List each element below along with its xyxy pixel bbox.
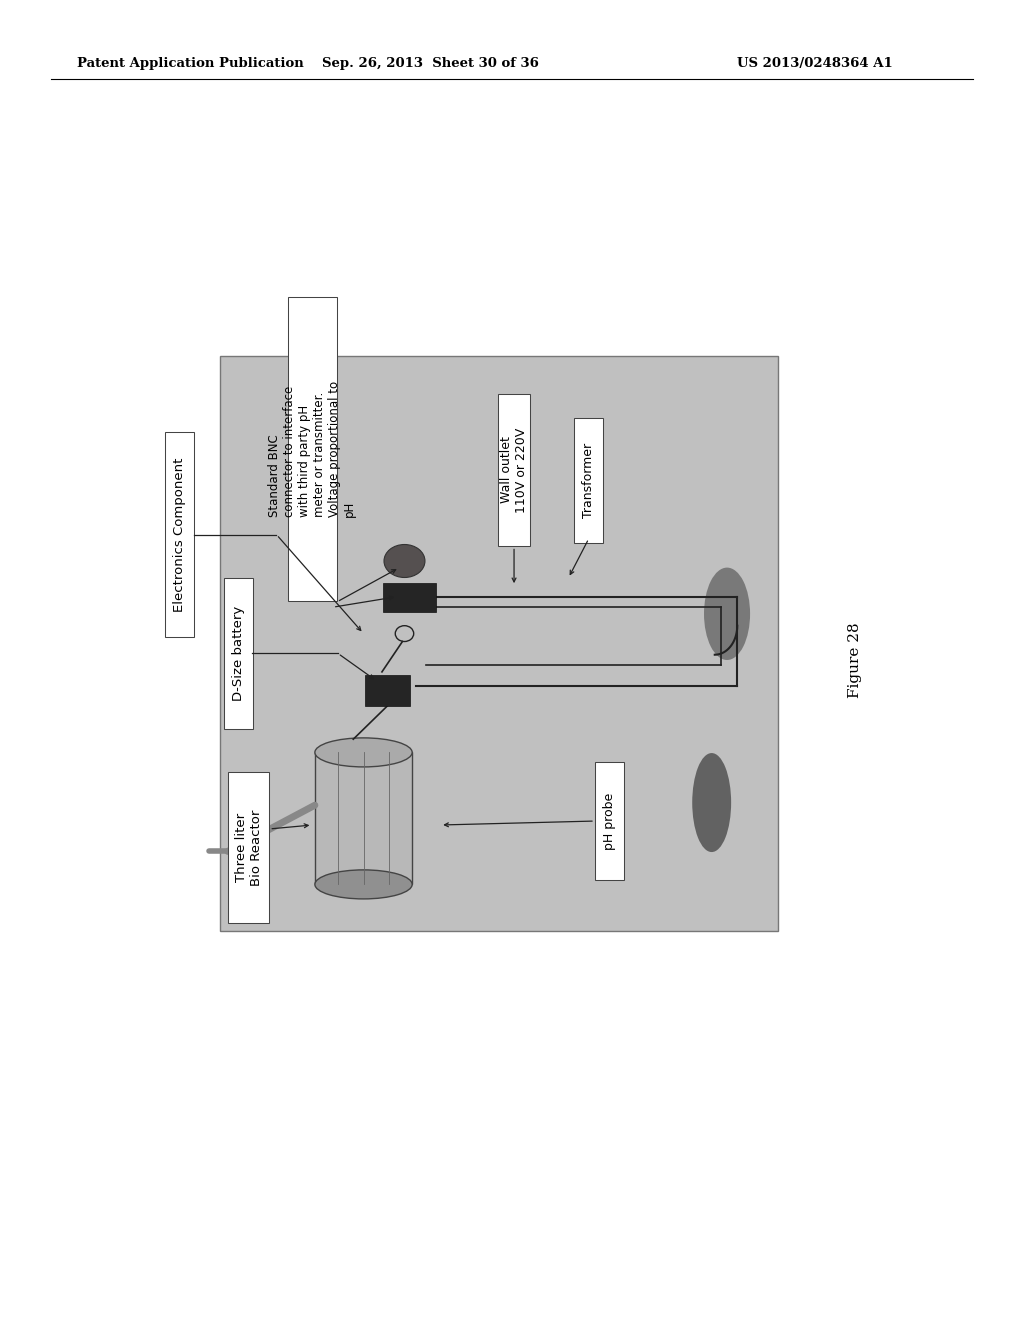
FancyBboxPatch shape	[228, 771, 269, 924]
FancyBboxPatch shape	[224, 578, 253, 729]
Ellipse shape	[692, 752, 731, 853]
FancyBboxPatch shape	[383, 583, 436, 612]
Text: Transformer: Transformer	[583, 444, 595, 517]
Text: US 2013/0248364 A1: US 2013/0248364 A1	[737, 57, 893, 70]
FancyBboxPatch shape	[220, 356, 778, 931]
Text: Electronics Component: Electronics Component	[173, 458, 185, 611]
Text: Patent Application Publication: Patent Application Publication	[77, 57, 303, 70]
Text: Sep. 26, 2013  Sheet 30 of 36: Sep. 26, 2013 Sheet 30 of 36	[322, 57, 539, 70]
Text: Standard BNC
connector to interface
with third party pH
meter or transmitter.
Vo: Standard BNC connector to interface with…	[268, 380, 356, 517]
Ellipse shape	[315, 870, 412, 899]
Ellipse shape	[705, 568, 750, 660]
Ellipse shape	[384, 545, 425, 578]
Text: pH probe: pH probe	[603, 792, 615, 850]
Text: Figure 28: Figure 28	[848, 622, 862, 698]
FancyBboxPatch shape	[574, 417, 603, 544]
Text: Wall outlet
110V or 220V: Wall outlet 110V or 220V	[500, 428, 528, 512]
Text: D-Size battery: D-Size battery	[232, 606, 245, 701]
FancyBboxPatch shape	[595, 762, 624, 880]
FancyBboxPatch shape	[365, 675, 410, 706]
Text: Three liter
Bio Reactor: Three liter Bio Reactor	[234, 809, 263, 886]
Ellipse shape	[315, 738, 412, 767]
FancyBboxPatch shape	[288, 297, 337, 601]
FancyBboxPatch shape	[498, 393, 530, 546]
FancyBboxPatch shape	[315, 752, 412, 884]
FancyBboxPatch shape	[165, 433, 194, 638]
